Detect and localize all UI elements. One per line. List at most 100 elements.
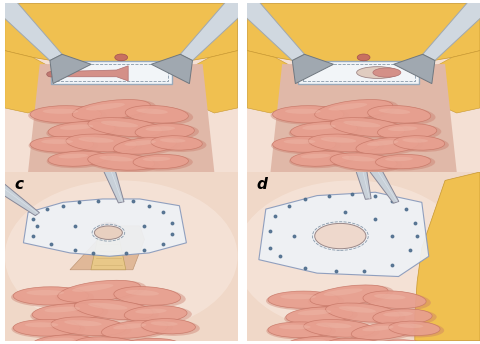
Ellipse shape — [357, 67, 398, 78]
Ellipse shape — [354, 138, 423, 156]
Ellipse shape — [48, 151, 108, 166]
Ellipse shape — [124, 106, 193, 125]
Polygon shape — [247, 51, 294, 113]
Polygon shape — [271, 64, 457, 172]
Text: a: a — [14, 9, 24, 23]
Polygon shape — [333, 98, 371, 199]
Ellipse shape — [315, 99, 393, 120]
Ellipse shape — [312, 100, 398, 122]
Ellipse shape — [88, 303, 128, 310]
Ellipse shape — [290, 151, 350, 166]
Ellipse shape — [88, 153, 155, 170]
Ellipse shape — [150, 136, 206, 152]
Ellipse shape — [13, 287, 89, 305]
Ellipse shape — [41, 139, 73, 144]
Ellipse shape — [151, 321, 178, 326]
Ellipse shape — [126, 290, 159, 295]
Ellipse shape — [279, 325, 311, 329]
Ellipse shape — [88, 118, 162, 137]
Polygon shape — [0, 137, 39, 216]
Ellipse shape — [402, 138, 428, 143]
Ellipse shape — [51, 317, 126, 336]
Ellipse shape — [47, 151, 112, 168]
Ellipse shape — [60, 125, 93, 130]
Ellipse shape — [350, 323, 419, 342]
Ellipse shape — [72, 300, 159, 322]
Ellipse shape — [143, 157, 170, 161]
Ellipse shape — [330, 153, 397, 170]
Ellipse shape — [58, 280, 141, 302]
Ellipse shape — [306, 134, 384, 154]
Ellipse shape — [136, 108, 168, 114]
Ellipse shape — [372, 309, 437, 327]
Polygon shape — [50, 54, 91, 84]
Ellipse shape — [290, 121, 358, 139]
Ellipse shape — [125, 106, 188, 123]
Ellipse shape — [284, 139, 315, 144]
Ellipse shape — [112, 287, 186, 307]
Ellipse shape — [114, 287, 180, 305]
Ellipse shape — [236, 180, 468, 332]
Ellipse shape — [48, 121, 115, 139]
Polygon shape — [28, 64, 214, 172]
Polygon shape — [0, 0, 62, 61]
Ellipse shape — [381, 342, 408, 344]
Ellipse shape — [268, 291, 339, 308]
Ellipse shape — [321, 137, 356, 143]
Ellipse shape — [72, 337, 150, 344]
Ellipse shape — [99, 156, 133, 161]
Ellipse shape — [72, 284, 113, 292]
Text: b: b — [256, 9, 267, 23]
Ellipse shape — [363, 291, 426, 309]
Ellipse shape — [302, 320, 380, 339]
Ellipse shape — [26, 290, 64, 295]
Ellipse shape — [379, 108, 410, 114]
Ellipse shape — [285, 109, 321, 114]
Ellipse shape — [141, 319, 195, 334]
Ellipse shape — [30, 304, 108, 324]
Ellipse shape — [325, 303, 400, 322]
Ellipse shape — [362, 326, 394, 331]
Ellipse shape — [78, 137, 114, 143]
Ellipse shape — [101, 121, 138, 127]
Ellipse shape — [47, 72, 56, 77]
Ellipse shape — [377, 123, 437, 139]
Ellipse shape — [328, 153, 402, 172]
Ellipse shape — [28, 106, 107, 125]
Ellipse shape — [86, 103, 125, 110]
Ellipse shape — [100, 321, 173, 340]
Text: d: d — [256, 177, 267, 192]
Ellipse shape — [370, 340, 431, 344]
Ellipse shape — [145, 126, 175, 131]
Ellipse shape — [43, 109, 78, 114]
Ellipse shape — [310, 285, 388, 306]
Ellipse shape — [315, 223, 366, 249]
Ellipse shape — [371, 340, 426, 344]
Ellipse shape — [308, 285, 394, 308]
Polygon shape — [214, 0, 304, 61]
Polygon shape — [423, 0, 480, 61]
Ellipse shape — [328, 103, 367, 110]
Polygon shape — [259, 192, 429, 277]
Ellipse shape — [375, 154, 431, 169]
Bar — [56, 64, 168, 81]
Polygon shape — [191, 51, 238, 113]
Ellipse shape — [121, 339, 185, 344]
Ellipse shape — [285, 337, 349, 344]
Ellipse shape — [388, 322, 444, 337]
Ellipse shape — [280, 294, 316, 299]
Ellipse shape — [95, 226, 122, 239]
Ellipse shape — [367, 140, 398, 146]
Polygon shape — [326, 107, 399, 203]
Polygon shape — [5, 51, 51, 113]
Bar — [51, 61, 172, 84]
Ellipse shape — [113, 323, 146, 329]
Ellipse shape — [324, 288, 362, 296]
Ellipse shape — [324, 338, 397, 344]
Ellipse shape — [12, 320, 85, 338]
Ellipse shape — [268, 322, 331, 338]
Polygon shape — [433, 51, 480, 113]
Ellipse shape — [330, 118, 405, 137]
Ellipse shape — [5, 180, 238, 332]
Ellipse shape — [324, 303, 406, 324]
